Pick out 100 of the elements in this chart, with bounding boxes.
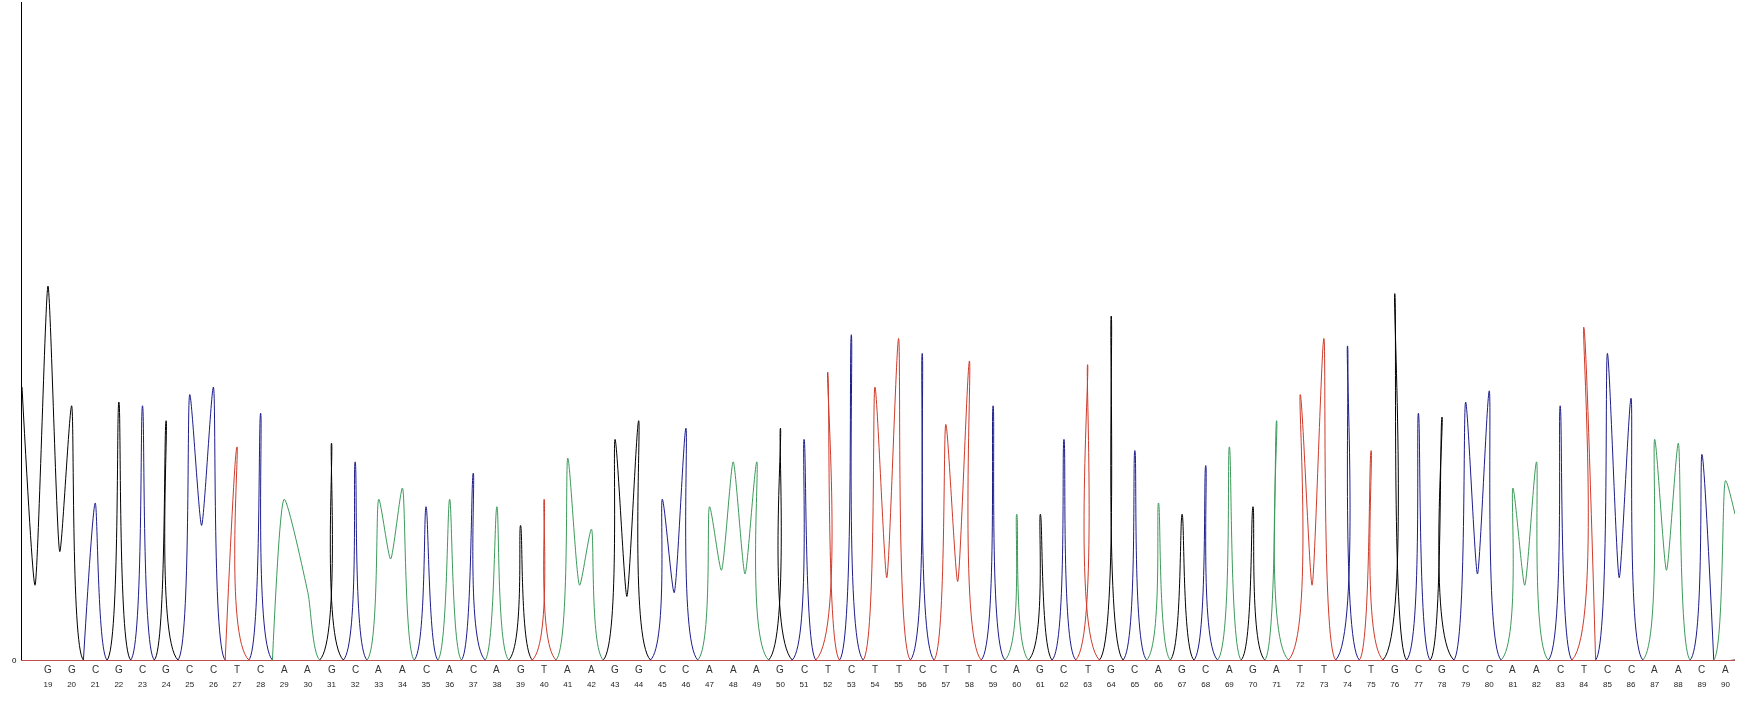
- x-tick-label: 90: [1721, 679, 1731, 689]
- x-tick-label: 23: [138, 679, 148, 689]
- text: C: [682, 664, 690, 675]
- x-tick-label: 66: [1154, 679, 1164, 689]
- text: C: [1344, 664, 1352, 675]
- x-tick-label: 36: [445, 679, 455, 689]
- x-tick-label: 58: [965, 679, 975, 689]
- x-tick-label: 72: [1295, 679, 1306, 689]
- x-tick-label: 56: [917, 679, 928, 689]
- x-tick-label: 45: [657, 679, 668, 689]
- text: C: [352, 664, 360, 675]
- x-tick-label: 26: [208, 679, 219, 689]
- text: A: [753, 664, 760, 675]
- text: A: [399, 664, 406, 675]
- x-tick-label: 82: [1532, 679, 1542, 689]
- x-tick-label: 62: [1059, 679, 1069, 689]
- text: C: [1486, 664, 1494, 675]
- x-tick-label: 87: [1650, 679, 1660, 689]
- text: T: [966, 664, 973, 675]
- x-tick-label: 67: [1177, 679, 1188, 689]
- x-tick-label: 63: [1083, 679, 1093, 689]
- text: G: [517, 664, 525, 675]
- text: T: [1321, 664, 1328, 675]
- text: A: [375, 664, 382, 675]
- text: A: [706, 664, 713, 675]
- x-tick-label: 59: [988, 679, 999, 689]
- text: A: [1722, 664, 1729, 675]
- text: G: [635, 664, 643, 675]
- x-tick-label: 20: [67, 679, 77, 689]
- x-tick-label: 55: [894, 679, 904, 689]
- text: A: [564, 664, 571, 675]
- x-tick-label: 32: [350, 679, 361, 689]
- text: G: [1107, 664, 1115, 675]
- x-tick-label: 65: [1130, 679, 1140, 689]
- x-tick-label: 21: [90, 679, 101, 689]
- x-tick-label: 40: [539, 679, 550, 689]
- x-tick-label: 53: [846, 679, 857, 689]
- x-tick-label: 61: [1035, 679, 1046, 689]
- text: T: [872, 664, 879, 675]
- text: C: [659, 664, 667, 675]
- x-tick-label: 48: [728, 679, 739, 689]
- text: A: [730, 664, 737, 675]
- text: G: [68, 664, 76, 675]
- text: C: [1557, 664, 1565, 675]
- text: G: [1438, 664, 1446, 675]
- text: C: [186, 664, 194, 675]
- text: T: [1297, 664, 1304, 675]
- text: A: [1533, 664, 1540, 675]
- x-tick-label: 86: [1626, 679, 1637, 689]
- x-tick-label: 81: [1508, 679, 1518, 689]
- text: C: [919, 664, 927, 675]
- text: A: [1226, 664, 1233, 675]
- text: C: [1131, 664, 1139, 675]
- x-tick-label: 30: [303, 679, 313, 689]
- text: C: [1202, 664, 1210, 675]
- text: 0: [12, 656, 17, 665]
- x-tick-label: 41: [563, 679, 573, 689]
- text: A: [588, 664, 595, 675]
- text: C: [990, 664, 998, 675]
- x-tick-label: 73: [1319, 679, 1329, 689]
- text: A: [1675, 664, 1682, 675]
- text: C: [1415, 664, 1423, 675]
- text: A: [446, 664, 453, 675]
- text: G: [1249, 664, 1257, 675]
- x-tick-label: 49: [752, 679, 762, 689]
- text: G: [44, 664, 52, 675]
- text: A: [304, 664, 311, 675]
- x-tick-label: 24: [161, 679, 172, 689]
- text: C: [139, 664, 147, 675]
- x-tick-label: 39: [516, 679, 526, 689]
- x-tick-label: 68: [1201, 679, 1211, 689]
- x-tick-label: 25: [185, 679, 195, 689]
- text: C: [210, 664, 218, 675]
- text: C: [257, 664, 265, 675]
- x-tick-label: 83: [1555, 679, 1566, 689]
- text: T: [1368, 664, 1375, 675]
- text: C: [1060, 664, 1068, 675]
- x-tick-label: 77: [1413, 679, 1424, 689]
- text: C: [470, 664, 478, 675]
- x-tick-label: 89: [1697, 679, 1707, 689]
- text: C: [1604, 664, 1612, 675]
- x-tick-label: 42: [586, 679, 597, 689]
- x-tick-label: 88: [1673, 679, 1684, 689]
- x-tick-label: 84: [1579, 679, 1589, 689]
- text: T: [234, 664, 241, 675]
- x-tick-label: 57: [941, 679, 951, 689]
- x-tick-label: 76: [1390, 679, 1400, 689]
- x-tick-label: 78: [1437, 679, 1448, 689]
- text: A: [493, 664, 500, 675]
- text: G: [1178, 664, 1186, 675]
- text: C: [848, 664, 856, 675]
- x-tick-label: 74: [1343, 679, 1353, 689]
- x-tick-label: 64: [1106, 679, 1117, 689]
- text: T: [541, 664, 548, 675]
- text: G: [328, 664, 336, 675]
- text: C: [423, 664, 431, 675]
- x-tick-label: 19: [43, 679, 53, 689]
- x-tick-label: 80: [1484, 679, 1495, 689]
- text: A: [1155, 664, 1162, 675]
- x-tick-label: 43: [610, 679, 621, 689]
